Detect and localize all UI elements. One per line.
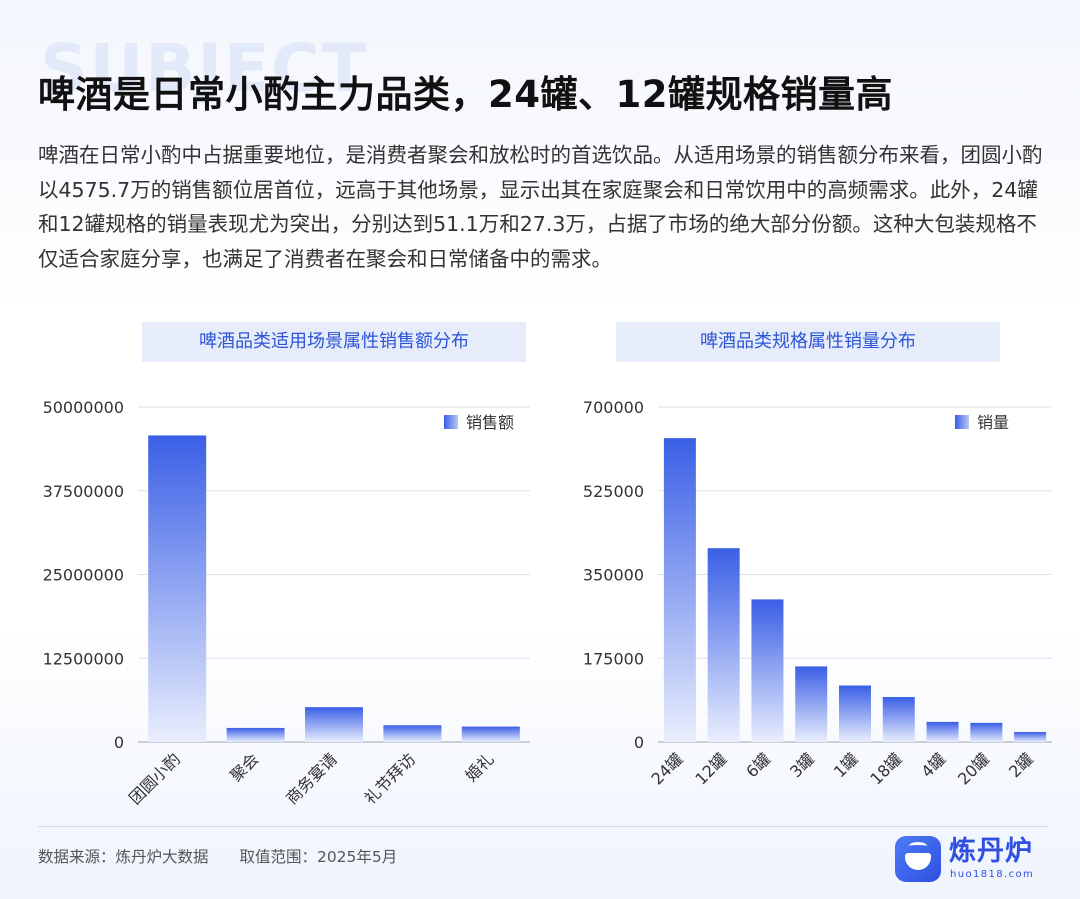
x-tick-label: 18罐	[866, 749, 905, 788]
bar-4罐	[926, 721, 959, 742]
brand-name: 炼丹炉	[949, 836, 1033, 867]
data-source-note: 数据来源：炼丹炉大数据	[38, 848, 209, 866]
spec-volume-bar-chart: 0 175000 350000 525000 700000 24罐 12罐 6罐 3罐 1罐 18罐…	[583, 398, 1052, 789]
bar-18罐	[882, 697, 915, 742]
x-tick-label: 12罐	[691, 749, 730, 788]
bar-礼节拜访	[383, 725, 442, 742]
y-tick-label: 350000	[583, 566, 644, 585]
scene-sales-bar-chart: 0 12500000 25000000 37500000 50000000 团圆小酌 聚会商…	[43, 398, 530, 808]
y-tick-label: 0	[634, 733, 644, 752]
y-tick-label: 0	[114, 733, 124, 752]
x-tick-label: 聚会	[226, 749, 262, 785]
page-title: 啤酒是日常小酌主力品类，24罐、12罐规格销量高	[38, 73, 893, 116]
bar-20罐	[970, 722, 1003, 742]
right-chart-title: 啤酒品类规格属性销量分布	[616, 322, 1000, 362]
x-tick-label: 3罐	[786, 749, 818, 781]
bar-婚礼	[461, 726, 520, 742]
footer-notes: 数据来源：炼丹炉大数据 取值范围：2025年5月	[38, 845, 423, 867]
brand-url: huo1818.com	[950, 869, 1035, 880]
description-paragraph: 啤酒在日常小酌中占据重要地位，是消费者聚会和放松时的首选饮品。从适用场景的销售额…	[38, 143, 1043, 271]
x-tick-label: 20罐	[954, 749, 993, 788]
x-tick-label: 商务宴请	[282, 749, 341, 808]
left-chart-title: 啤酒品类适用场景属性销售额分布	[142, 322, 526, 362]
bar-6罐	[751, 599, 784, 742]
x-tick-label: 4罐	[917, 749, 949, 781]
y-tick-label: 50000000	[43, 398, 124, 417]
y-tick-label: 12500000	[43, 649, 124, 668]
x-tick-label: 2罐	[1005, 749, 1037, 781]
brand-logo: 炼丹炉 huo1818.com	[895, 836, 1045, 882]
legend-label: 销量	[977, 413, 1009, 432]
cauldron-data-icon	[895, 836, 941, 882]
x-tick-label: 24罐	[648, 749, 687, 788]
legend-swatch	[444, 415, 458, 429]
bar-1罐	[839, 685, 871, 742]
y-tick-label: 25000000	[43, 566, 124, 585]
bar-团圆小酌	[148, 435, 207, 742]
bar-2罐	[1014, 731, 1047, 742]
bar-24罐	[663, 438, 696, 742]
y-tick-label: 700000	[583, 398, 644, 417]
x-tick-label: 1罐	[830, 749, 862, 781]
bar-聚会	[226, 727, 285, 742]
x-tick-label: 6罐	[742, 749, 774, 781]
legend-swatch	[955, 415, 969, 429]
legend-label: 销售额	[466, 413, 514, 432]
background-watermark-word: SUBJECT	[40, 30, 369, 107]
bar-商务宴请	[305, 707, 363, 742]
y-tick-label: 525000	[583, 482, 644, 501]
x-tick-label: 团圆小酌	[125, 749, 184, 808]
x-tick-label: 婚礼	[462, 749, 498, 785]
bar-3罐	[795, 666, 828, 742]
footer-divider	[38, 826, 1048, 827]
x-tick-label: 礼节拜访	[361, 749, 420, 808]
bar-12罐	[707, 548, 740, 742]
data-range-note: 取值范围：2025年5月	[239, 848, 398, 866]
y-tick-label: 175000	[583, 649, 644, 668]
y-tick-label: 37500000	[43, 482, 124, 501]
